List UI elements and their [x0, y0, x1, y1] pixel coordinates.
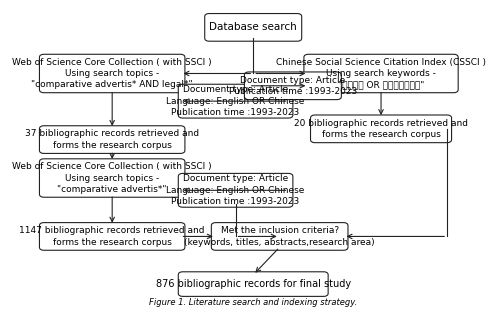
Text: 1147 bibliographic records retrieved and
forms the research corpus: 1147 bibliographic records retrieved and… — [20, 226, 205, 247]
FancyBboxPatch shape — [178, 272, 328, 296]
FancyBboxPatch shape — [178, 84, 293, 118]
FancyBboxPatch shape — [204, 13, 302, 41]
Text: Document type: Article
Publication time :1993-2023: Document type: Article Publication time … — [229, 75, 357, 96]
Text: Document type: Article
Language: English OR Chinese
Publication time :1993-2023: Document type: Article Language: English… — [166, 174, 305, 206]
FancyBboxPatch shape — [40, 223, 185, 250]
FancyBboxPatch shape — [40, 54, 185, 93]
Text: Figure 1. Literature search and indexing strategy.: Figure 1. Literature search and indexing… — [149, 298, 358, 307]
Text: Web of Science Core Collection ( with SSCI )
Using search topics -
"comparative : Web of Science Core Collection ( with SS… — [12, 162, 212, 194]
Text: 876 bibliographic records for final study: 876 bibliographic records for final stud… — [156, 279, 351, 289]
FancyBboxPatch shape — [310, 115, 452, 143]
Text: Chinese Social Science Citation Index (CSSCI )
Using search keywords -
"比较广告 OR : Chinese Social Science Citation Index (C… — [276, 58, 486, 90]
FancyBboxPatch shape — [304, 54, 458, 93]
Text: Met the inclusion criteria?
(keywords, titles, abstracts,research area): Met the inclusion criteria? (keywords, t… — [184, 226, 375, 247]
Text: 37 bibliographic records retrieved and
forms the research corpus: 37 bibliographic records retrieved and f… — [25, 129, 199, 150]
Text: Document type: Article
Language: English OR Chinese
Publication time :1993-2023: Document type: Article Language: English… — [166, 85, 305, 117]
FancyBboxPatch shape — [178, 173, 293, 207]
FancyBboxPatch shape — [40, 159, 185, 197]
Text: Database search: Database search — [210, 22, 297, 32]
Text: Web of Science Core Collection ( with SSCI )
Using search topics -
"comparative : Web of Science Core Collection ( with SS… — [12, 58, 212, 90]
FancyBboxPatch shape — [212, 223, 348, 250]
FancyBboxPatch shape — [244, 72, 342, 100]
Text: 20 bibliographic records retrieved and
forms the research corpus: 20 bibliographic records retrieved and f… — [294, 119, 468, 139]
FancyBboxPatch shape — [40, 126, 185, 153]
